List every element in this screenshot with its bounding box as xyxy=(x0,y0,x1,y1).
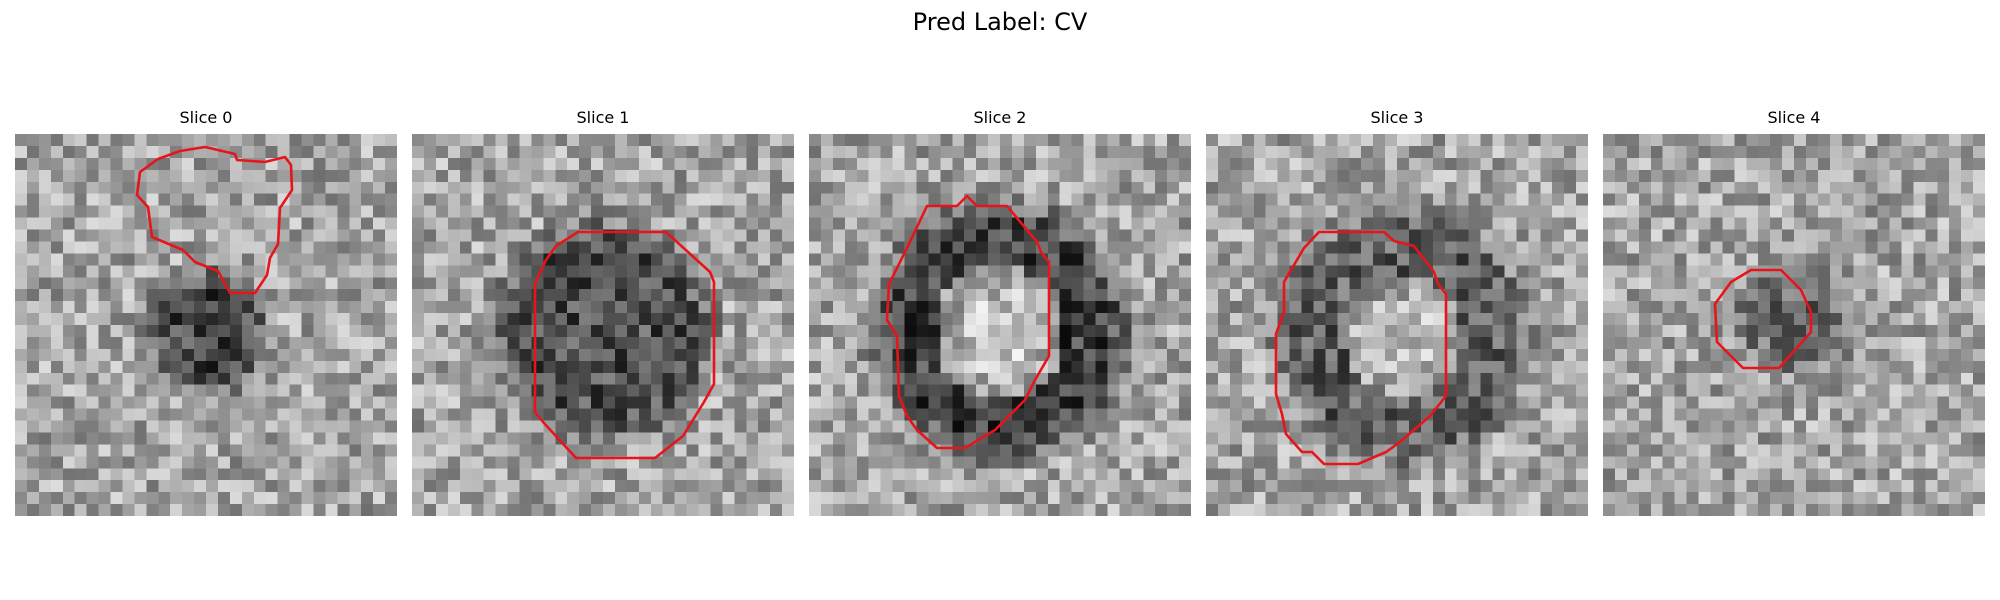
slice-1-title: Slice 1 xyxy=(576,108,630,127)
slice-0-image xyxy=(15,134,397,516)
figure-title: Pred Label: CV xyxy=(912,8,1088,36)
slice-0-title: Slice 0 xyxy=(179,108,233,127)
slice-4-panel xyxy=(1603,134,1985,516)
slice-4-contour xyxy=(1713,268,1813,370)
slice-4-title: Slice 4 xyxy=(1767,108,1821,127)
slice-0-contour xyxy=(135,145,294,295)
slice-4-image xyxy=(1603,134,1985,516)
slice-3-panel xyxy=(1206,134,1588,516)
slice-2-contour xyxy=(885,194,1051,450)
slice-1-panel xyxy=(412,134,794,516)
slice-1-contour xyxy=(533,230,716,460)
slice-1-image xyxy=(412,134,794,516)
slice-2-title: Slice 2 xyxy=(973,108,1027,127)
slice-3-contour xyxy=(1274,230,1448,466)
slice-3-image xyxy=(1206,134,1588,516)
slice-2-image xyxy=(809,134,1191,516)
slice-3-title: Slice 3 xyxy=(1370,108,1424,127)
slice-0-panel xyxy=(15,134,397,516)
slice-2-panel xyxy=(809,134,1191,516)
